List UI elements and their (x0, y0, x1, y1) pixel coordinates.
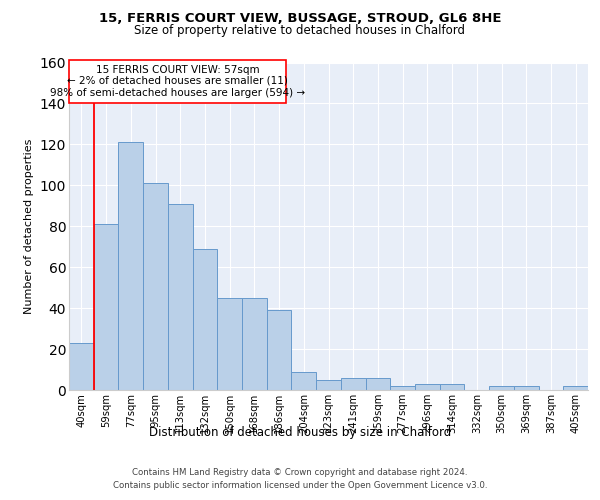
Bar (563, 386, 588, 390)
Text: Size of property relative to detached houses in Chalford: Size of property relative to detached ho… (134, 24, 466, 37)
Text: Contains HM Land Registry data © Crown copyright and database right 2024.: Contains HM Land Registry data © Crown c… (132, 468, 468, 477)
Bar (193, 249, 217, 390)
Bar (316, 380, 341, 390)
Bar (365, 378, 390, 390)
Bar (514, 386, 539, 390)
Text: 15 FERRIS COURT VIEW: 57sqm: 15 FERRIS COURT VIEW: 57sqm (96, 64, 260, 74)
Bar (242, 298, 267, 390)
Bar (292, 372, 316, 390)
Text: Distribution of detached houses by size in Chalford: Distribution of detached houses by size … (149, 426, 451, 439)
Bar (440, 384, 464, 390)
Bar (69, 60, 286, 104)
Bar (118, 142, 143, 390)
Text: Contains public sector information licensed under the Open Government Licence v3: Contains public sector information licen… (113, 480, 487, 490)
Y-axis label: Number of detached properties: Number of detached properties (24, 138, 34, 314)
Bar (415, 384, 440, 390)
Bar (168, 204, 193, 390)
Bar (69, 343, 94, 390)
Text: ← 2% of detached houses are smaller (11): ← 2% of detached houses are smaller (11) (67, 76, 288, 86)
Text: 98% of semi-detached houses are larger (594) →: 98% of semi-detached houses are larger (… (50, 88, 305, 98)
Bar (267, 310, 292, 390)
Text: 15, FERRIS COURT VIEW, BUSSAGE, STROUD, GL6 8HE: 15, FERRIS COURT VIEW, BUSSAGE, STROUD, … (99, 12, 501, 26)
Bar (341, 378, 365, 390)
Bar (143, 184, 168, 390)
Bar (217, 298, 242, 390)
Bar (94, 224, 118, 390)
Bar (390, 386, 415, 390)
Bar (489, 386, 514, 390)
